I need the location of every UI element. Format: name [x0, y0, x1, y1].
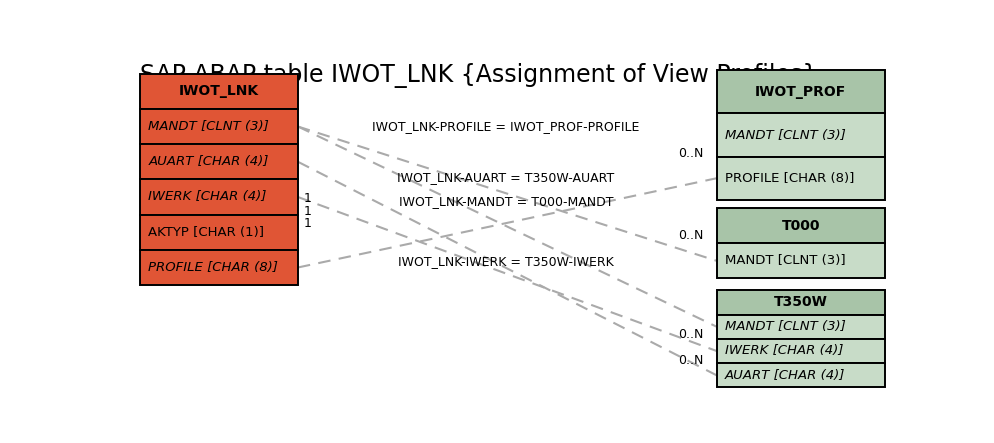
Text: MANDT [CLNT (3)]: MANDT [CLNT (3)]: [725, 320, 845, 333]
Text: IWOT_LNK-IWERK = T350W-IWERK: IWOT_LNK-IWERK = T350W-IWERK: [398, 255, 613, 268]
Text: MANDT [CLNT (3)]: MANDT [CLNT (3)]: [148, 120, 268, 133]
FancyBboxPatch shape: [139, 179, 297, 214]
Text: 0..N: 0..N: [678, 229, 703, 242]
FancyBboxPatch shape: [716, 70, 884, 113]
FancyBboxPatch shape: [716, 363, 884, 388]
Text: PROFILE [CHAR (8)]: PROFILE [CHAR (8)]: [148, 261, 278, 274]
FancyBboxPatch shape: [139, 144, 297, 179]
FancyBboxPatch shape: [716, 243, 884, 278]
Text: MANDT [CLNT (3)]: MANDT [CLNT (3)]: [725, 128, 845, 141]
Text: 1: 1: [303, 192, 311, 205]
Text: T000: T000: [780, 219, 819, 233]
Text: IWERK [CHAR (4)]: IWERK [CHAR (4)]: [725, 345, 843, 358]
Text: T350W: T350W: [773, 295, 827, 309]
Text: AUART [CHAR (4)]: AUART [CHAR (4)]: [725, 369, 845, 382]
FancyBboxPatch shape: [716, 113, 884, 157]
Text: 0..N: 0..N: [678, 354, 703, 367]
FancyBboxPatch shape: [716, 339, 884, 363]
Text: MANDT [CLNT (3)]: MANDT [CLNT (3)]: [725, 254, 845, 267]
Text: IWOT_LNK: IWOT_LNK: [179, 84, 258, 98]
Text: 1: 1: [303, 217, 311, 230]
FancyBboxPatch shape: [139, 109, 297, 144]
FancyBboxPatch shape: [716, 315, 884, 339]
FancyBboxPatch shape: [139, 214, 297, 250]
Text: IWOT_LNK-MANDT = T000-MANDT: IWOT_LNK-MANDT = T000-MANDT: [399, 195, 612, 208]
Text: 1: 1: [303, 205, 311, 218]
FancyBboxPatch shape: [716, 290, 884, 315]
Text: 0..N: 0..N: [678, 328, 703, 341]
FancyBboxPatch shape: [716, 208, 884, 243]
Text: 0..N: 0..N: [678, 147, 703, 160]
FancyBboxPatch shape: [139, 250, 297, 285]
Text: AKTYP [CHAR (1)]: AKTYP [CHAR (1)]: [148, 226, 264, 239]
Text: PROFILE [CHAR (8)]: PROFILE [CHAR (8)]: [725, 172, 854, 185]
Text: IWOT_PROF: IWOT_PROF: [754, 85, 846, 99]
Text: IWOT_LNK-PROFILE = IWOT_PROF-PROFILE: IWOT_LNK-PROFILE = IWOT_PROF-PROFILE: [372, 120, 639, 133]
Text: IWERK [CHAR (4)]: IWERK [CHAR (4)]: [148, 190, 266, 203]
Text: AUART [CHAR (4)]: AUART [CHAR (4)]: [148, 155, 268, 168]
Text: SAP ABAP table IWOT_LNK {Assignment of View Profiles}: SAP ABAP table IWOT_LNK {Assignment of V…: [139, 63, 816, 89]
FancyBboxPatch shape: [716, 157, 884, 200]
FancyBboxPatch shape: [139, 74, 297, 109]
Text: IWOT_LNK-AUART = T350W-AUART: IWOT_LNK-AUART = T350W-AUART: [397, 171, 614, 184]
